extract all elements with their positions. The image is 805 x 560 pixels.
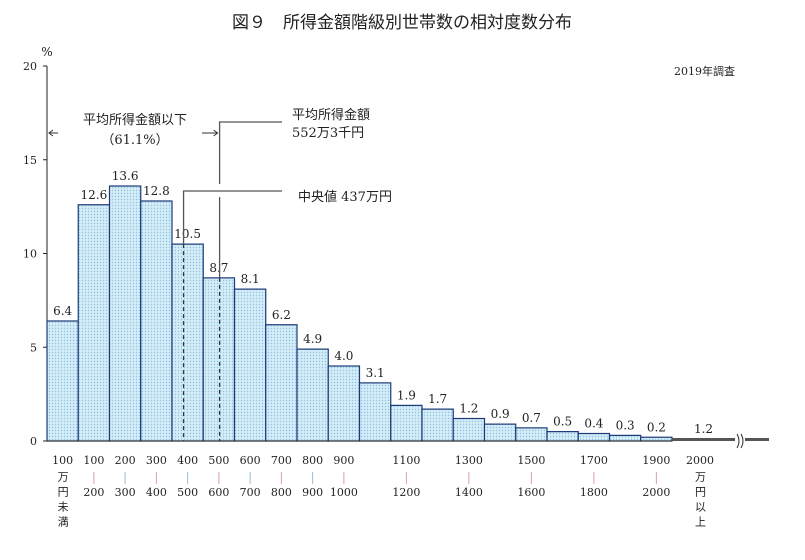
x-label-bottom: 1400 [455, 486, 483, 499]
bar-data-label: 1.2 [694, 422, 713, 436]
bars: 6.4 12.6 13.6 12.8 10.5 8.7 8.1 6.2 4.9 4.0 3.1 1.9… [46, 169, 769, 449]
bar [46, 320, 79, 442]
below-mean-label: 平均所得金額以下 [83, 112, 187, 128]
x-label-bottom: 600 [208, 486, 229, 499]
bar-data-label: 0.3 [616, 418, 635, 432]
bar [265, 324, 298, 442]
x-label-bottom: 900 [302, 486, 323, 499]
bar-data-label: 13.6 [112, 169, 139, 183]
x-label-top: 1700 [580, 454, 608, 467]
x-label-top: 1900 [642, 454, 670, 467]
bar [108, 185, 142, 442]
bar [296, 348, 329, 442]
x-label-bottom: 400 [146, 486, 167, 499]
x-label-bottom: 800 [271, 486, 292, 499]
y-axis: 0 5 10 15 20 [23, 60, 48, 448]
bar-data-label: 1.2 [459, 402, 478, 416]
bar-data-label: 0.2 [647, 420, 666, 434]
bar [140, 200, 173, 442]
x-label-top: 700 [271, 454, 292, 467]
unit-label: % [41, 45, 52, 59]
y-tick-label: 20 [23, 60, 37, 73]
y-tick-label: 5 [30, 341, 37, 354]
bar-data-label: 8.1 [241, 272, 260, 286]
x-label-top: 100 [52, 454, 73, 467]
x-label-top: 100 [83, 454, 104, 467]
x-label-bottom: 1200 [392, 486, 420, 499]
bar [452, 417, 486, 442]
bar [577, 432, 611, 442]
x-label-bottom: 1000 [330, 486, 358, 499]
y-tick-label: 0 [30, 435, 37, 448]
x-label-bottom: 500 [177, 486, 198, 499]
bar [515, 427, 548, 442]
x-label-bottom: 300 [115, 486, 136, 499]
bar [358, 382, 392, 442]
x-label-top: 500 [208, 454, 229, 467]
bar [546, 431, 579, 442]
bar-data-label: 6.4 [53, 304, 72, 318]
bar [608, 434, 642, 442]
bar-data-label: 4.9 [303, 332, 322, 346]
bar-data-label: 0.7 [522, 411, 541, 425]
x-label-top: 2000 [686, 454, 714, 467]
x-label-top: 1300 [455, 454, 483, 467]
bar-data-label: 4.0 [334, 349, 353, 363]
y-tick-label: 15 [23, 154, 37, 167]
chart-title: 図９ 所得金額階級別世帯数の相対度数分布 [232, 13, 572, 33]
bar-data-label: 10.5 [174, 227, 201, 241]
x-label-top: 300 [146, 454, 167, 467]
bar-data-label: 0.9 [491, 407, 510, 421]
bar [202, 277, 236, 442]
bar-data-label: 6.2 [272, 308, 291, 322]
bar [327, 365, 361, 442]
x-label-top: 600 [240, 454, 261, 467]
arrow-left-icon [48, 129, 58, 137]
x-label-top: 800 [302, 454, 323, 467]
survey-note: 2019年調査 [674, 64, 735, 78]
bar [390, 404, 423, 442]
y-tick-label: 10 [23, 248, 37, 261]
x-label-top: 1500 [517, 454, 545, 467]
x-label-top: 400 [177, 454, 198, 467]
bar [672, 438, 735, 441]
x-label-bottom: 1800 [580, 486, 608, 499]
bar-data-label: 1.7 [428, 392, 447, 406]
bar [640, 436, 673, 442]
x-label-top: 1100 [392, 454, 420, 467]
bar [483, 423, 517, 442]
x-label-top: 200 [115, 454, 136, 467]
axis-break-icon [736, 433, 744, 449]
x-label-bottom: 2000 [642, 486, 670, 499]
bar-continuation [745, 438, 769, 441]
mean-value-label: 552万3千円 [292, 126, 364, 141]
bar-data-label: 12.8 [143, 184, 170, 198]
median-label: 中央値 437万円 [298, 189, 392, 205]
bar [77, 204, 111, 442]
x-axis-labels: 万円未満 万円以上 100 100 200 200 300 300 400 400 500 500… [52, 454, 714, 531]
mean-leader-line [218, 121, 282, 184]
median-leader-line [182, 190, 282, 245]
bar-data-label: 3.1 [366, 366, 385, 380]
bar [421, 408, 454, 442]
mean-label: 平均所得金額 [292, 107, 370, 123]
x-label-top: 900 [333, 454, 354, 467]
x-label-bottom-last: 万円以上 [694, 471, 707, 531]
bar-data-label: 0.5 [553, 415, 572, 429]
arrow-right-icon [202, 129, 219, 137]
bar-data-label: 1.9 [397, 388, 416, 402]
x-label-bottom: 1600 [517, 486, 545, 499]
annotations: 平均所得金額以下 （61.1%） 平均所得金額 552万3千円 中央値 437万… [48, 107, 392, 441]
bar [233, 288, 267, 442]
below-mean-pct: （61.1%） [101, 133, 168, 148]
x-label-bottom: 200 [83, 486, 104, 499]
x-label-bottom-first: 万円未満 [56, 471, 69, 531]
bar-data-label: 0.4 [584, 417, 603, 431]
bar [171, 243, 204, 442]
bar-data-label: 8.7 [209, 261, 228, 275]
x-label-bottom: 700 [240, 486, 261, 499]
bar-data-label: 12.6 [81, 188, 108, 202]
